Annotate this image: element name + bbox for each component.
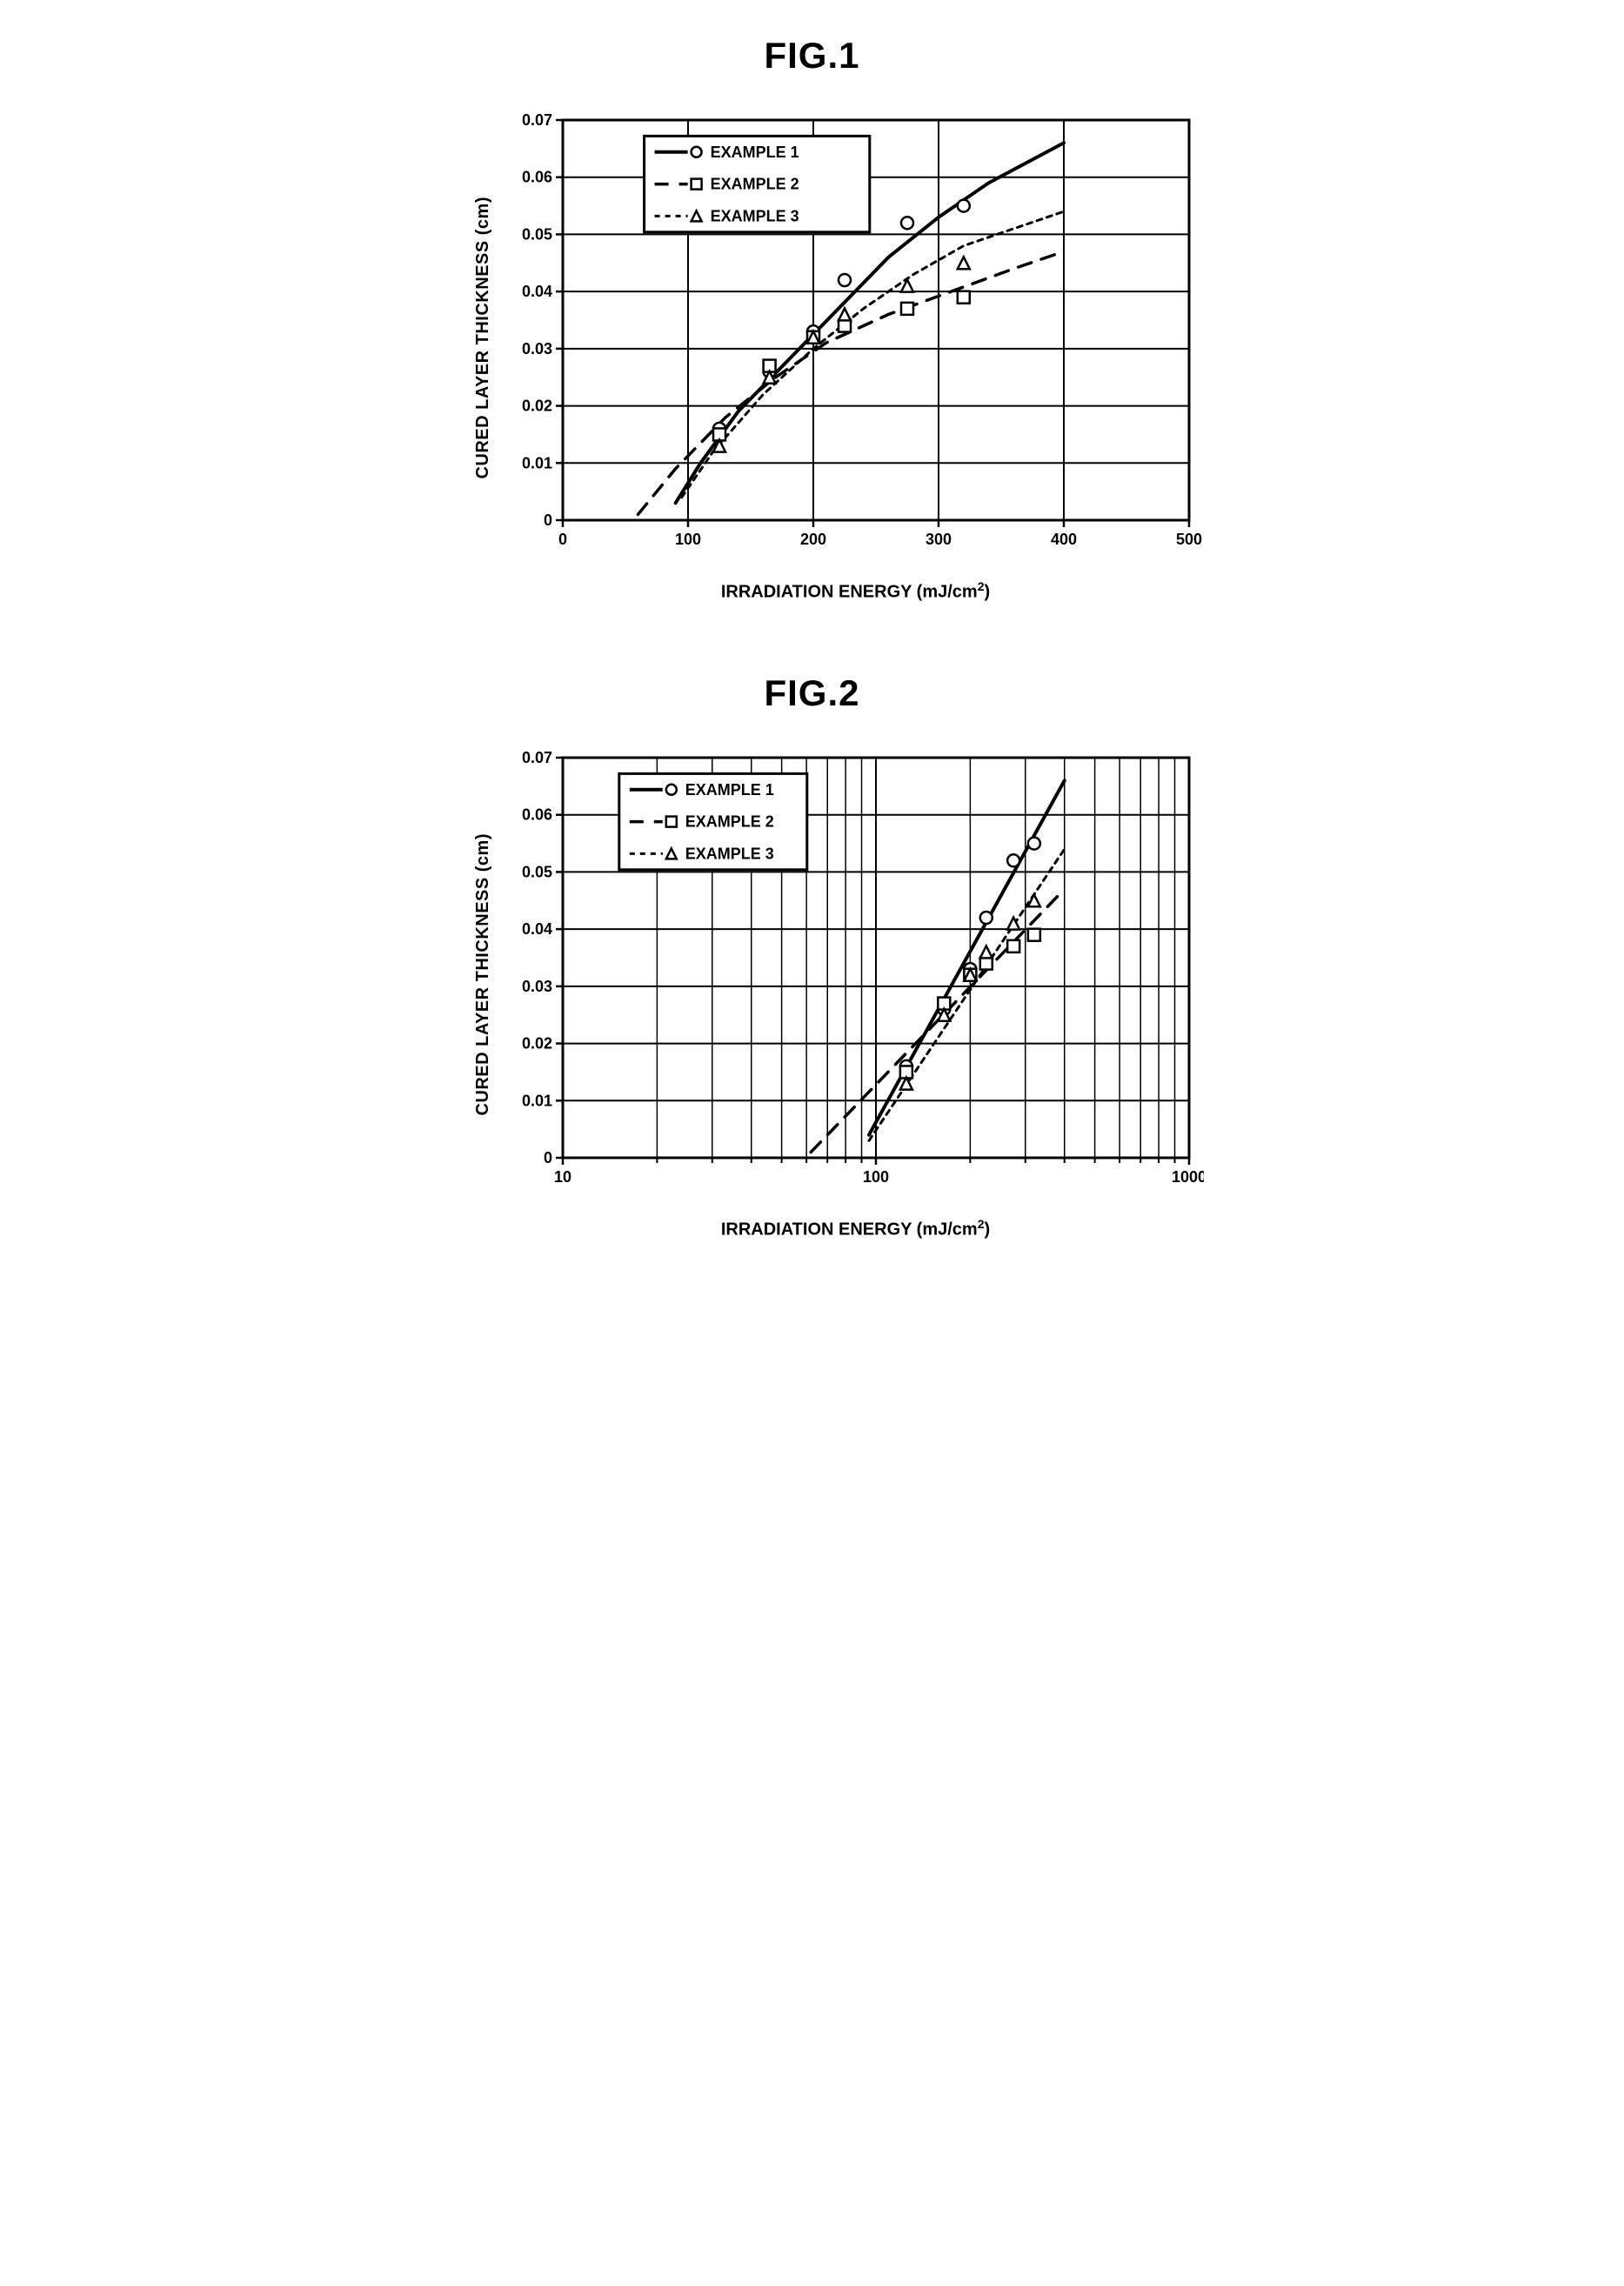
- svg-text:0.05: 0.05: [521, 863, 551, 880]
- fig2-ylabel: CURED LAYER THICKNESS (cm): [473, 833, 493, 1116]
- svg-text:0.01: 0.01: [521, 1092, 551, 1109]
- svg-text:0: 0: [543, 1149, 551, 1166]
- svg-text:500: 500: [1175, 531, 1201, 548]
- svg-text:0.05: 0.05: [521, 225, 551, 243]
- svg-text:0.04: 0.04: [521, 283, 551, 300]
- svg-text:EXAMPLE 3: EXAMPLE 3: [685, 845, 773, 862]
- svg-text:EXAMPLE 1: EXAMPLE 1: [710, 144, 799, 161]
- figure-1: FIG.1 CURED LAYER THICKNESS (cm) 0 0.01 0.…: [421, 35, 1204, 603]
- svg-text:0: 0: [543, 511, 551, 529]
- svg-text:EXAMPLE 2: EXAMPLE 2: [710, 176, 799, 193]
- figure-1-title: FIG.1: [421, 35, 1204, 77]
- svg-text:0.03: 0.03: [521, 978, 551, 995]
- svg-text:0.06: 0.06: [521, 169, 551, 186]
- svg-text:400: 400: [1050, 531, 1076, 548]
- svg-text:0.07: 0.07: [521, 749, 551, 766]
- svg-text:0.06: 0.06: [521, 805, 551, 823]
- fig1-xlabel: IRRADIATION ENERGY (mJ/cm2): [508, 579, 1204, 603]
- figure-2: FIG.2 CURED LAYER THICKNESS (cm) 0 0.01 0.…: [421, 672, 1204, 1240]
- fig1-chart: 0 0.01 0.02 0.03 0.04 0.05 0.06 0.07 0 100 200 300 4…: [502, 111, 1204, 564]
- fig1-ylabel: CURED LAYER THICKNESS (cm): [473, 197, 493, 479]
- svg-text:10: 10: [553, 1168, 571, 1186]
- svg-text:0: 0: [558, 531, 566, 548]
- svg-text:EXAMPLE 2: EXAMPLE 2: [685, 812, 773, 830]
- svg-text:0.02: 0.02: [521, 1034, 551, 1052]
- svg-text:0.02: 0.02: [521, 398, 551, 415]
- svg-text:0.04: 0.04: [521, 920, 551, 938]
- figure-2-title: FIG.2: [421, 672, 1204, 714]
- svg-text:0.07: 0.07: [521, 111, 551, 129]
- svg-text:200: 200: [799, 531, 825, 548]
- svg-text:0.01: 0.01: [521, 454, 551, 471]
- svg-text:300: 300: [925, 531, 951, 548]
- fig2-chart: 0 0.01 0.02 0.03 0.04 0.05 0.06 0.07 10 100 1000 EX…: [502, 749, 1204, 1201]
- svg-text:1000: 1000: [1171, 1168, 1203, 1186]
- svg-text:EXAMPLE 1: EXAMPLE 1: [685, 780, 773, 798]
- svg-text:0.03: 0.03: [521, 340, 551, 358]
- svg-text:100: 100: [862, 1168, 888, 1186]
- fig2-xlabel: IRRADIATION ENERGY (mJ/cm2): [508, 1217, 1204, 1240]
- svg-text:EXAMPLE 3: EXAMPLE 3: [710, 207, 799, 224]
- svg-text:100: 100: [674, 531, 700, 548]
